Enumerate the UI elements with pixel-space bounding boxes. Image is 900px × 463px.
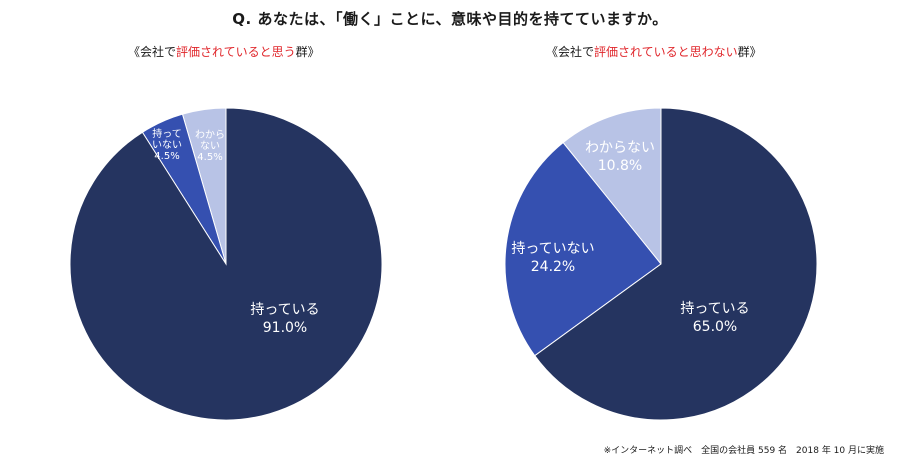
survey-footnote: ※インターネット調べ 全国の会社員 559 名 2018 年 10 月に実施	[603, 446, 884, 456]
question-title: Q. あなたは、「働く」ことに、意味や目的を持てていますか。	[232, 10, 668, 28]
left-slice-label-1: 持っていない 4.5%	[152, 127, 182, 162]
right-chart-subtitle: 《会社で評価されていると思わない群》	[546, 43, 762, 60]
right-subtitle-suffix: 群》	[737, 45, 762, 59]
right-slice-label-0: わからない 10.8%	[585, 140, 655, 174]
right-subtitle-prefix: 《会社で	[546, 45, 595, 59]
left-slice-label-0: わからない 4.5%	[195, 129, 225, 163]
left-pie-slice-2	[69, 107, 383, 421]
left-subtitle-prefix: 《会社で	[128, 45, 177, 59]
right-slice-label-1: 持っていない 24.2%	[511, 241, 594, 275]
left-subtitle-suffix: 群》	[295, 45, 320, 59]
left-pie-chart: わからない 4.5% 持っていない 4.5% 持っている 91.0%	[69, 107, 383, 421]
right-pie-slice-2	[534, 107, 818, 421]
right-pie-slice-0	[562, 107, 662, 266]
right-slice-label-2: 持っている 65.0%	[680, 301, 749, 335]
right-pie-slice-1	[504, 141, 662, 357]
left-slice-label-2: 持っている 91.0%	[250, 302, 319, 336]
left-chart-subtitle: 《会社で評価されていると思う群》	[128, 43, 320, 60]
right-subtitle-highlight: 評価されていると思わない	[594, 45, 738, 59]
right-pie-chart: わからない 10.8% 持っていない 24.2% 持っている 65.0%	[504, 107, 818, 421]
left-subtitle-highlight: 評価されていると思う	[176, 45, 296, 59]
